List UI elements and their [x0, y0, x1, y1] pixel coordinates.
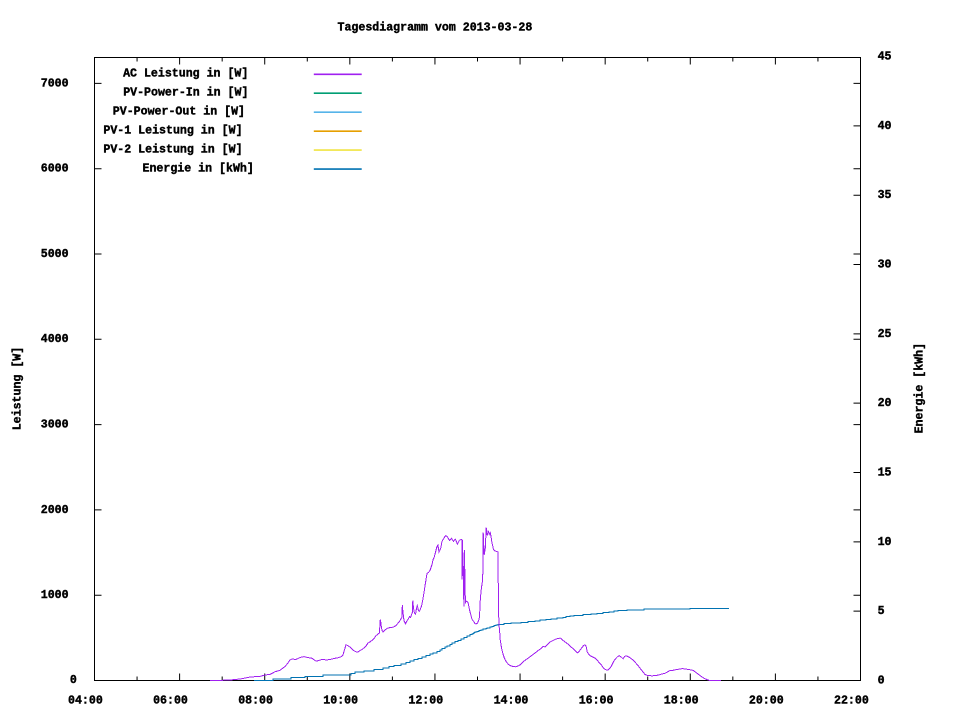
- svg-text:16:00: 16:00: [579, 695, 614, 708]
- svg-text:30: 30: [878, 258, 892, 271]
- svg-text:6000: 6000: [41, 163, 69, 176]
- svg-text:14:00: 14:00: [494, 695, 529, 708]
- svg-text:20:00: 20:00: [749, 695, 784, 708]
- svg-text:18:00: 18:00: [664, 695, 699, 708]
- svg-text:04:00: 04:00: [68, 695, 103, 708]
- svg-text:Leistung [W]: Leistung [W]: [12, 347, 25, 431]
- svg-text:Energie [kWh]: Energie [kWh]: [914, 343, 927, 433]
- svg-text:PV-Power-Out in [W]: PV-Power-Out in [W]: [113, 106, 245, 119]
- svg-text:4000: 4000: [41, 333, 69, 346]
- svg-text:PV-2 Leistung in [W]: PV-2 Leistung in [W]: [103, 144, 242, 157]
- svg-text:12:00: 12:00: [408, 695, 443, 708]
- svg-text:Energie in [kWh]: Energie in [kWh]: [143, 163, 254, 176]
- svg-text:5000: 5000: [41, 248, 69, 261]
- svg-text:06:00: 06:00: [153, 695, 188, 708]
- svg-text:25: 25: [878, 328, 892, 341]
- svg-text:PV-Power-In in [W]: PV-Power-In in [W]: [123, 87, 248, 100]
- svg-text:2000: 2000: [41, 504, 69, 517]
- svg-text:10:00: 10:00: [323, 695, 358, 708]
- svg-text:1000: 1000: [41, 589, 69, 602]
- svg-text:22:00: 22:00: [834, 695, 869, 708]
- svg-text:0: 0: [70, 674, 77, 687]
- svg-text:PV-1 Leistung in [W]: PV-1 Leistung in [W]: [103, 125, 242, 138]
- svg-text:08:00: 08:00: [238, 695, 273, 708]
- svg-text:15: 15: [878, 466, 892, 479]
- svg-text:0: 0: [878, 674, 885, 687]
- svg-text:45: 45: [878, 51, 892, 64]
- svg-text:5: 5: [878, 605, 885, 618]
- svg-text:3000: 3000: [41, 419, 69, 432]
- svg-text:20: 20: [878, 397, 892, 410]
- svg-text:40: 40: [878, 120, 892, 133]
- svg-text:AC Leistung in [W]: AC Leistung in [W]: [123, 68, 248, 81]
- svg-text:35: 35: [878, 189, 892, 202]
- svg-text:Tagesdiagramm vom 2013-03-28: Tagesdiagramm vom 2013-03-28: [338, 22, 533, 35]
- svg-text:7000: 7000: [41, 77, 69, 90]
- svg-text:10: 10: [878, 536, 892, 549]
